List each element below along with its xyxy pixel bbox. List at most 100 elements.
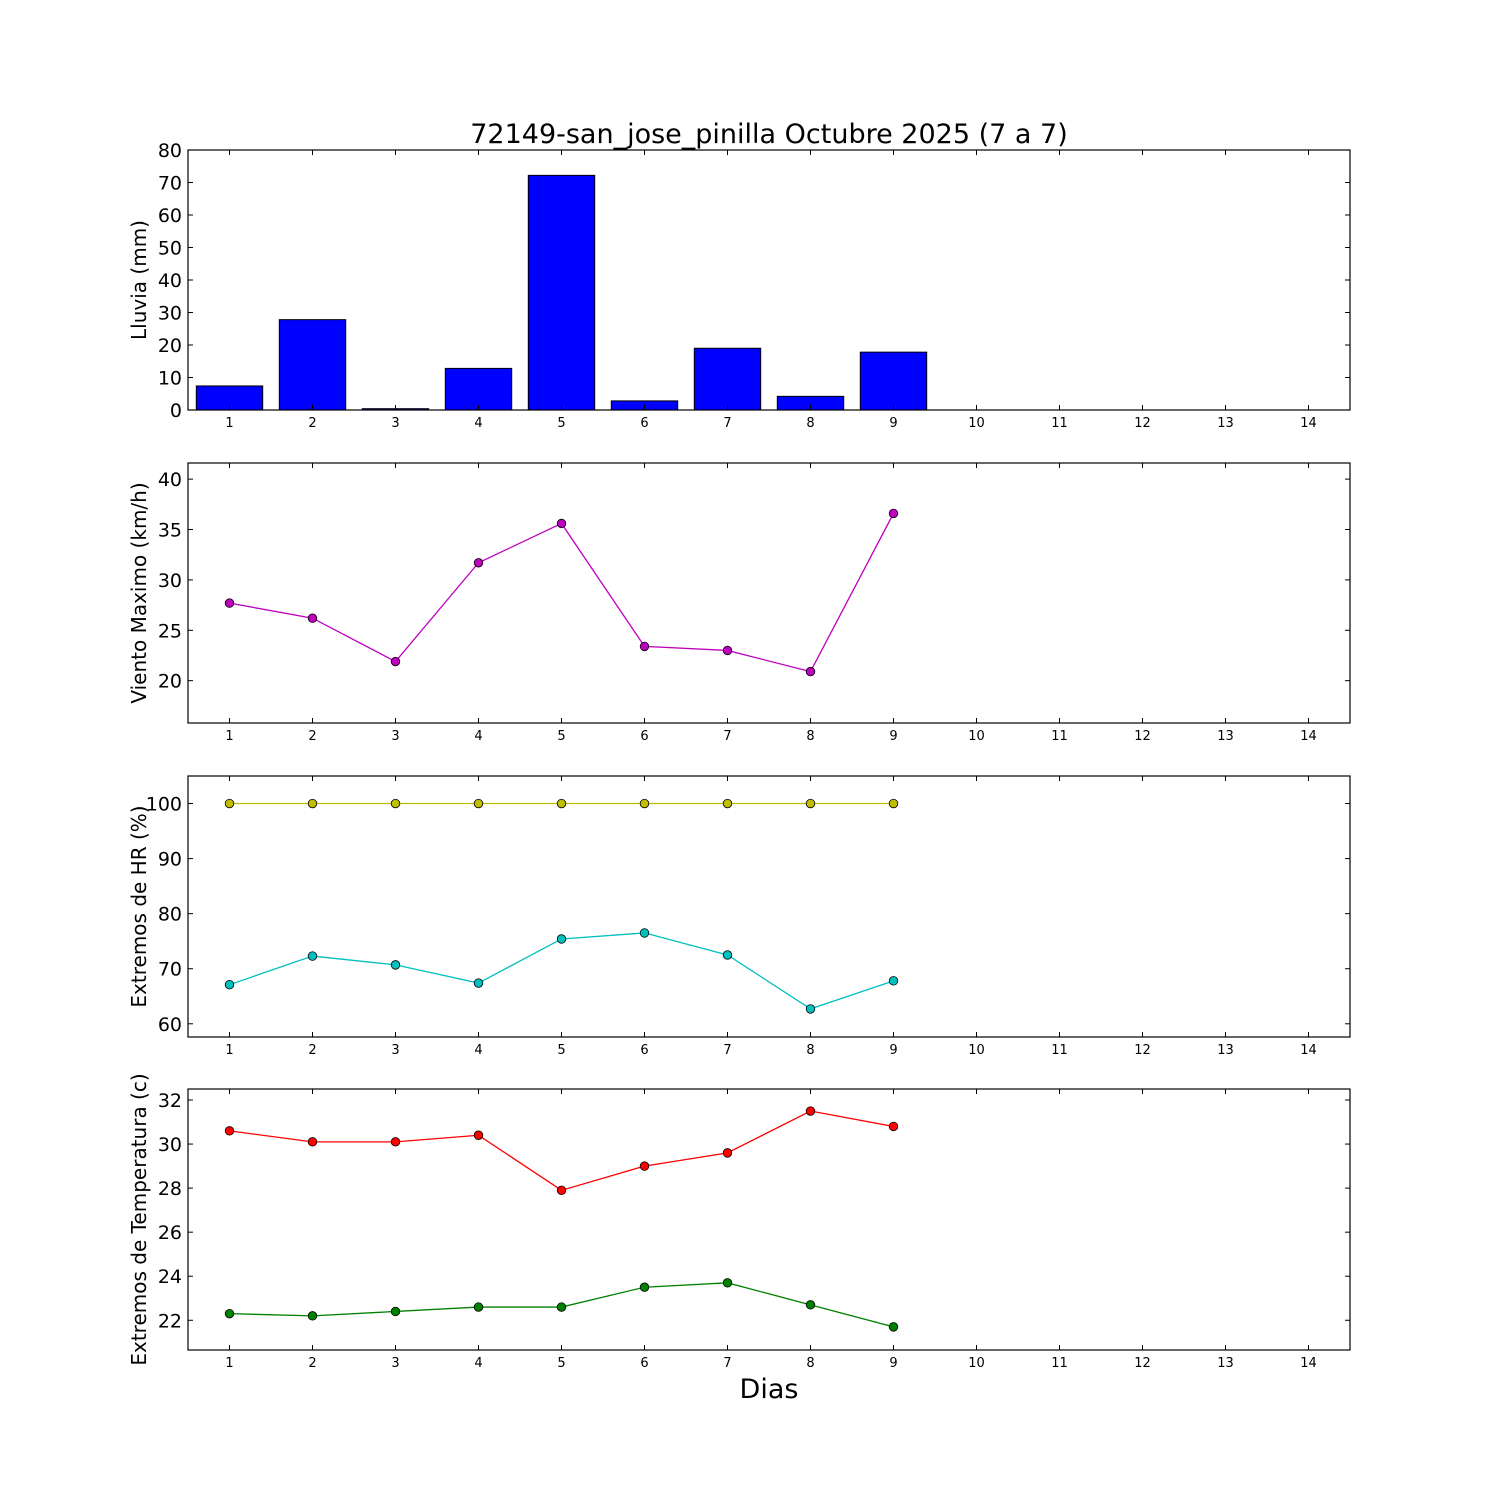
y-axis-label: Lluvia (mm) (127, 220, 151, 340)
data-point (473, 558, 484, 568)
y-axis-label: Extremos de Temperatura (c) (127, 1073, 151, 1365)
y-tick-label: 40 (158, 270, 182, 292)
y-tick-label: 50 (158, 238, 182, 260)
data-point (390, 960, 401, 970)
data-point (722, 798, 733, 809)
x-tick-label: 11 (1051, 729, 1068, 744)
y-tick-label: 28 (158, 1178, 182, 1200)
bar (693, 347, 762, 411)
bar (859, 351, 928, 411)
y-tick-label: 0 (170, 400, 182, 422)
data-point (556, 798, 567, 809)
data-point (390, 656, 401, 667)
x-tick-label: 14 (1300, 1356, 1317, 1371)
x-tick-label: 9 (889, 416, 897, 431)
data-point (639, 798, 650, 809)
data-point (473, 798, 484, 809)
x-tick-label: 13 (1217, 1356, 1234, 1371)
data-point (639, 928, 650, 938)
x-tick-label: 12 (1134, 416, 1151, 431)
bar (527, 174, 596, 411)
x-tick-label: 2 (308, 1356, 316, 1371)
x-tick-label: 3 (391, 1356, 399, 1371)
x-tick-label: 1 (225, 729, 233, 744)
x-tick-label: 2 (308, 416, 316, 431)
data-point (888, 976, 899, 986)
data-point (888, 1322, 899, 1332)
data-point (888, 1121, 899, 1132)
y-tick-label: 100 (146, 794, 182, 816)
y-tick-label: 80 (158, 140, 182, 162)
y-tick-label: 90 (158, 849, 182, 871)
y-tick-label: 25 (158, 620, 182, 642)
data-point (805, 1106, 816, 1116)
x-tick-label: 1 (225, 416, 233, 431)
plot-frame (187, 1088, 1351, 1351)
data-point (307, 613, 318, 623)
x-tick-label: 14 (1300, 416, 1317, 431)
y-tick-label: 26 (158, 1222, 182, 1244)
data-point (805, 1300, 816, 1310)
x-tick-label: 7 (723, 1356, 731, 1371)
y-tick-label: 60 (158, 205, 182, 227)
x-tick-label: 3 (391, 729, 399, 744)
data-point (224, 1126, 235, 1136)
data-point (639, 1282, 650, 1292)
data-point (722, 1148, 733, 1158)
data-point (722, 645, 733, 656)
y-tick-label: 40 (158, 469, 182, 491)
x-tick-label: 8 (806, 416, 814, 431)
y-tick-label: 70 (158, 173, 182, 195)
x-tick-label: 3 (391, 416, 399, 431)
x-tick-label: 12 (1134, 1356, 1151, 1371)
x-tick-label: 2 (308, 1043, 316, 1058)
x-tick-label: 9 (889, 1356, 897, 1371)
x-tick-label: 4 (474, 1356, 482, 1371)
x-tick-label: 9 (889, 1043, 897, 1058)
bar (278, 319, 347, 411)
x-tick-label: 12 (1134, 729, 1151, 744)
data-point (473, 1302, 484, 1312)
x-tick-label: 5 (557, 1043, 565, 1058)
y-tick-label: 20 (158, 335, 182, 357)
data-point (473, 1130, 484, 1140)
panel-1: 1 2 3 4 5 6 7 8 9 10 11 12 13 1401020304050607080Lluv… (127, 140, 1351, 431)
y-tick-label: 22 (158, 1310, 182, 1332)
data-point (390, 798, 401, 809)
data-point (805, 798, 816, 809)
x-tick-label: 6 (640, 1043, 648, 1058)
y-tick-label: 70 (158, 959, 182, 981)
x-tick-label: 14 (1300, 1043, 1317, 1058)
x-tick-label: 7 (723, 1043, 731, 1058)
x-tick-label: 11 (1051, 1356, 1068, 1371)
data-point (888, 798, 899, 809)
x-axis-label: Dias (740, 1374, 799, 1405)
x-tick-label: 14 (1300, 729, 1317, 744)
x-tick-label: 7 (723, 729, 731, 744)
plot-frame (187, 462, 1351, 724)
x-tick-label: 7 (723, 416, 731, 431)
panel-4: 1 2 3 4 5 6 7 8 9 10 11 12 13 14222426283032Extremos … (127, 1073, 1351, 1371)
x-tick-label: 2 (308, 729, 316, 744)
x-tick-label: 6 (640, 416, 648, 431)
data-point (805, 1004, 816, 1014)
y-tick-label: 30 (158, 1134, 182, 1156)
data-point (556, 1185, 567, 1196)
y-tick-label: 10 (158, 368, 182, 390)
x-tick-label: 4 (474, 416, 482, 431)
x-tick-label: 8 (806, 1043, 814, 1058)
y-tick-label: 20 (158, 671, 182, 693)
x-tick-label: 13 (1217, 416, 1234, 431)
x-tick-label: 8 (806, 1356, 814, 1371)
data-point (224, 1308, 235, 1319)
y-tick-label: 35 (158, 520, 182, 542)
y-axis-label: Extremos de HR (%) (127, 805, 151, 1007)
data-point (390, 1306, 401, 1317)
data-point (639, 641, 650, 652)
y-tick-label: 32 (158, 1090, 182, 1112)
x-tick-label: 1 (225, 1356, 233, 1371)
